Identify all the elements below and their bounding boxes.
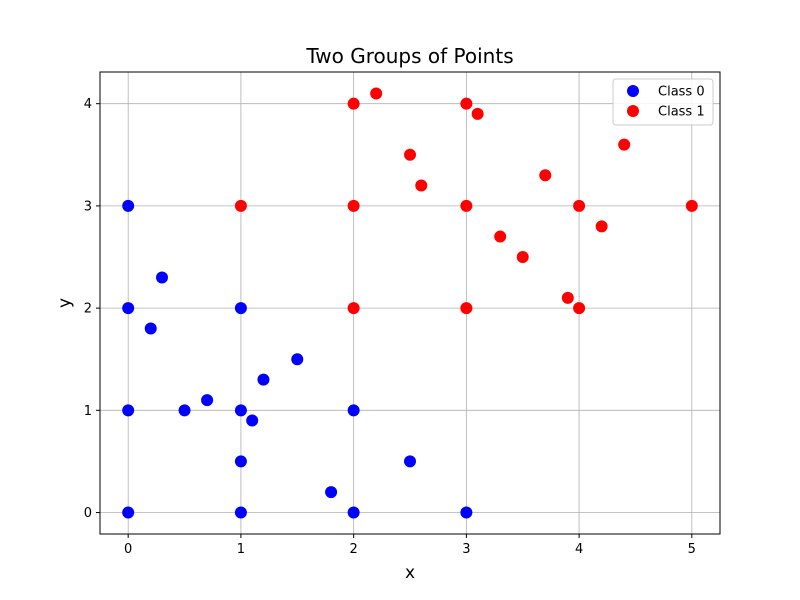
data-points: [122, 87, 698, 519]
data-point: [234, 199, 247, 212]
data-point: [144, 322, 157, 335]
data-point: [573, 302, 586, 315]
data-point: [201, 394, 214, 407]
series-1: [234, 87, 698, 315]
y-axis-label: y: [55, 298, 75, 308]
data-point: [460, 506, 473, 519]
data-point: [370, 87, 383, 100]
data-point: [561, 291, 574, 304]
y-tick-label: 0: [84, 506, 92, 521]
data-point: [685, 199, 698, 212]
x-tick-label: 4: [575, 542, 583, 557]
plot-frame: [99, 71, 721, 535]
data-point: [234, 302, 247, 315]
data-point: [156, 271, 168, 284]
data-point: [257, 373, 270, 386]
data-point: [460, 97, 473, 110]
x-tick-label: 2: [349, 542, 357, 557]
data-point: [122, 199, 135, 212]
series-0: [122, 199, 473, 519]
x-axis-label: x: [405, 563, 415, 583]
data-point: [494, 230, 507, 243]
data-point: [347, 404, 360, 417]
data-point: [178, 404, 191, 417]
data-point: [234, 455, 247, 468]
data-point: [347, 506, 360, 519]
y-tick-label: 2: [84, 302, 92, 317]
legend-label: Class 1: [658, 105, 705, 120]
y-tick-label: 3: [84, 199, 92, 214]
legend-marker: [627, 105, 639, 117]
x-tick-label: 5: [688, 542, 696, 557]
data-point: [404, 455, 416, 468]
data-point: [122, 404, 135, 417]
data-point: [460, 302, 473, 315]
data-point: [471, 107, 484, 120]
data-point: [246, 414, 259, 427]
data-point: [516, 251, 529, 264]
legend: Class 0 Class 1: [612, 78, 714, 126]
data-point: [404, 148, 416, 161]
x-tick-label: 1: [237, 542, 245, 557]
x-tick-label: 3: [462, 542, 470, 557]
data-point: [347, 97, 360, 110]
y-tick-label: 1: [84, 404, 92, 419]
data-point: [122, 302, 135, 315]
data-point: [573, 199, 586, 212]
data-point: [539, 169, 552, 182]
data-point: [325, 486, 338, 499]
data-point: [122, 506, 135, 519]
data-point: [595, 220, 608, 233]
data-point: [234, 404, 247, 417]
axis-ticks: 0 1 2 3 4 5 0 1 2 3 4: [84, 97, 696, 557]
legend-marker: [627, 85, 639, 97]
data-point: [415, 179, 428, 192]
data-point: [460, 199, 473, 212]
x-tick-label: 0: [124, 542, 132, 557]
legend-label: Class 0: [658, 85, 705, 100]
data-point: [234, 506, 247, 519]
y-tick-label: 4: [84, 97, 92, 112]
data-point: [347, 199, 360, 212]
data-point: [291, 353, 304, 366]
chart-title: Two Groups of Points: [305, 44, 513, 68]
data-point: [618, 138, 631, 151]
data-point: [347, 302, 360, 315]
